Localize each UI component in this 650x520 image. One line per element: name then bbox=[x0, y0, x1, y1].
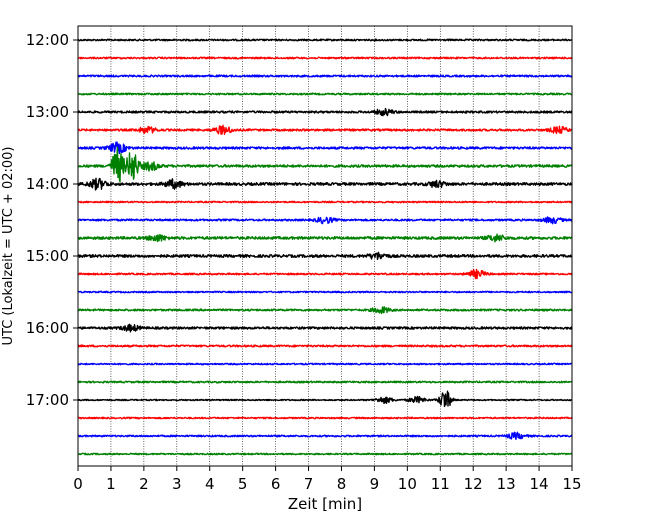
x-tick-label: 15 bbox=[562, 475, 581, 493]
grid-lines bbox=[110, 26, 540, 466]
trace-1645 bbox=[77, 380, 573, 384]
trace-1730 bbox=[77, 431, 573, 441]
x-tick-label: 6 bbox=[271, 475, 281, 493]
trace-1515 bbox=[77, 268, 573, 280]
y-tick-label: 15:00 bbox=[26, 247, 69, 265]
x-tick-label: 2 bbox=[139, 475, 149, 493]
x-tick-label: 13 bbox=[497, 475, 516, 493]
x-tick-label: 7 bbox=[304, 475, 314, 493]
trace-1630 bbox=[77, 362, 573, 366]
x-tick-label: 14 bbox=[530, 475, 549, 493]
trace-1700 bbox=[77, 390, 573, 408]
trace-1745 bbox=[77, 452, 573, 456]
y-tick-label: 17:00 bbox=[26, 391, 69, 409]
x-tick-label: 10 bbox=[398, 475, 417, 493]
trace-1530 bbox=[77, 290, 573, 294]
x-tick-label: 4 bbox=[205, 475, 215, 493]
x-tick-label: 12 bbox=[464, 475, 483, 493]
trace-1215 bbox=[77, 56, 573, 60]
x-tick-label: 8 bbox=[337, 475, 347, 493]
trace-1715 bbox=[77, 416, 573, 420]
x-tick-label: 5 bbox=[238, 475, 248, 493]
y-ticks: 12:00 13:00 14:00 15:00 16:00 17:00 bbox=[26, 31, 78, 409]
trace-1615 bbox=[77, 344, 573, 348]
x-ticks: 0 1 2 3 4 5 6 7 8 9 10 11 12 13 14 15 bbox=[73, 466, 582, 493]
y-tick-label: 13:00 bbox=[26, 103, 69, 121]
trace-1445 bbox=[77, 233, 573, 243]
y-tick-label: 16:00 bbox=[26, 319, 69, 337]
x-tick-label: 1 bbox=[106, 475, 116, 493]
plot-frame bbox=[77, 25, 573, 467]
y-tick-label: 14:00 bbox=[26, 175, 69, 193]
y-tick-label: 12:00 bbox=[26, 31, 69, 49]
trace-1330 bbox=[77, 141, 573, 155]
x-tick-label: 0 bbox=[73, 475, 83, 493]
trace-1400 bbox=[77, 177, 573, 191]
x-axis-label: Zeit [min] bbox=[288, 495, 362, 513]
trace-1415 bbox=[77, 200, 573, 204]
trace-1345 bbox=[77, 146, 573, 183]
trace-1245 bbox=[77, 92, 573, 96]
x-tick-label: 3 bbox=[172, 475, 182, 493]
trace-1600 bbox=[77, 323, 573, 333]
y-axis-label: UTC (Lokalzeit = UTC + 02:00) bbox=[1, 147, 16, 346]
trace-1315 bbox=[77, 124, 573, 135]
trace-1430 bbox=[77, 216, 573, 225]
x-tick-label: 11 bbox=[431, 475, 450, 493]
traces bbox=[77, 38, 573, 456]
trace-1545 bbox=[77, 306, 573, 315]
trace-1300 bbox=[77, 107, 573, 117]
trace-1230 bbox=[77, 74, 573, 78]
trace-1500 bbox=[77, 251, 573, 260]
trace-1200 bbox=[77, 38, 573, 42]
x-tick-label: 9 bbox=[370, 475, 380, 493]
